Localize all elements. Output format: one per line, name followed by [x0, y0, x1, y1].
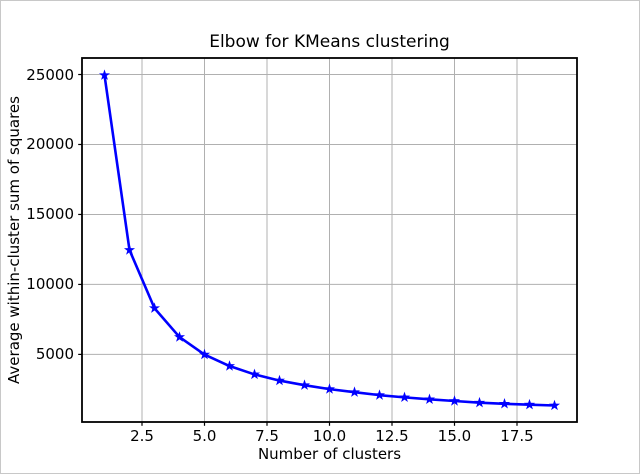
data-point-marker [498, 398, 511, 409]
data-point-marker [548, 399, 561, 411]
data-point-marker [423, 393, 436, 405]
data-point-marker [298, 379, 311, 390]
data-point-marker [123, 244, 136, 255]
data-point-marker [148, 302, 161, 313]
data-point-marker [223, 360, 236, 371]
data-point-marker [323, 383, 336, 394]
data-point-marker [248, 368, 261, 380]
x-tick-label: 5.0 [192, 427, 217, 445]
y-tick-label: 15000 [26, 205, 74, 224]
x-tick-label: 17.5 [500, 427, 534, 445]
x-tick-label: 2.5 [130, 427, 154, 445]
y-tick-label: 10000 [26, 275, 74, 294]
axes-spines [81, 57, 578, 423]
x-tick-label: 15.0 [437, 427, 472, 445]
x-axis-label: Number of clusters [257, 445, 402, 463]
data-point-marker [98, 69, 111, 80]
chart-title: Elbow for KMeans clustering [209, 32, 450, 52]
data-point-marker [173, 331, 186, 342]
y-tick-label: 20000 [26, 135, 74, 154]
data-point-marker [273, 374, 286, 386]
data-point-marker [373, 389, 386, 400]
data-point-marker [448, 395, 461, 406]
data-point-marker [348, 386, 361, 397]
data-point-marker [473, 396, 486, 408]
y-tick-label: 5000 [35, 345, 74, 364]
x-tick-label: 10.0 [312, 427, 347, 445]
x-tick-label: 7.5 [255, 427, 279, 445]
data-point-marker [198, 348, 211, 360]
data-point-marker [523, 398, 536, 410]
y-tick-label: 25000 [26, 65, 74, 84]
x-tick-label: 12.5 [375, 427, 409, 445]
data-point-marker [398, 391, 411, 403]
